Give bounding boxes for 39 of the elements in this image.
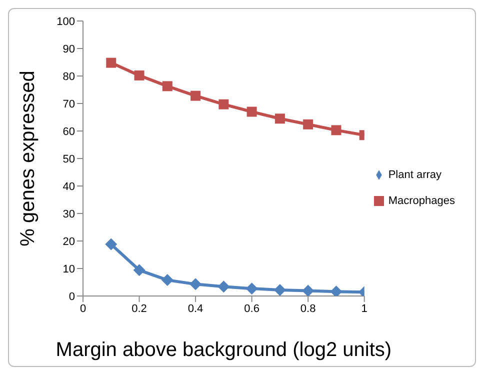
y-tick-label: 40 [62, 180, 75, 193]
point [274, 284, 286, 296]
point [303, 119, 314, 130]
y-tick-label: 80 [62, 70, 75, 83]
point [331, 125, 342, 136]
y-tick-label: 90 [62, 43, 75, 56]
y-tick-label: 100 [56, 16, 75, 28]
x-tick-label: 0 [80, 302, 86, 315]
x-tick-label: 1 [361, 302, 368, 315]
y-tick-label: 70 [62, 98, 75, 110]
point [190, 90, 201, 101]
point [105, 238, 118, 250]
x-axis-title: Margin above background (log2 units) [56, 339, 392, 361]
y-tick-label: 60 [62, 126, 75, 138]
point [106, 58, 116, 68]
x-tick-label: 0.2 [132, 302, 147, 315]
point [302, 284, 314, 296]
y-axis-title: % genes expressed [17, 70, 40, 246]
x-tick-label: 0.6 [244, 302, 260, 315]
point [330, 286, 342, 296]
y-tick-label: 50 [62, 153, 75, 166]
point [218, 99, 229, 110]
y-tick-label: 30 [62, 208, 75, 220]
point [218, 280, 230, 293]
point [246, 106, 257, 117]
point [161, 274, 174, 286]
x-tick-label: 0.8 [300, 302, 316, 315]
legend-label: Plant array [388, 168, 442, 180]
x-tick-label: 0.4 [188, 302, 204, 315]
point [133, 264, 146, 276]
point [134, 70, 144, 80]
point [190, 278, 202, 290]
point [246, 282, 258, 295]
y-tick-label: 0 [68, 290, 75, 303]
y-tick-label: 20 [62, 236, 75, 248]
point [274, 114, 285, 124]
point [162, 81, 172, 92]
legend-label: Macrophages [388, 194, 455, 206]
y-tick-label: 10 [62, 263, 75, 276]
